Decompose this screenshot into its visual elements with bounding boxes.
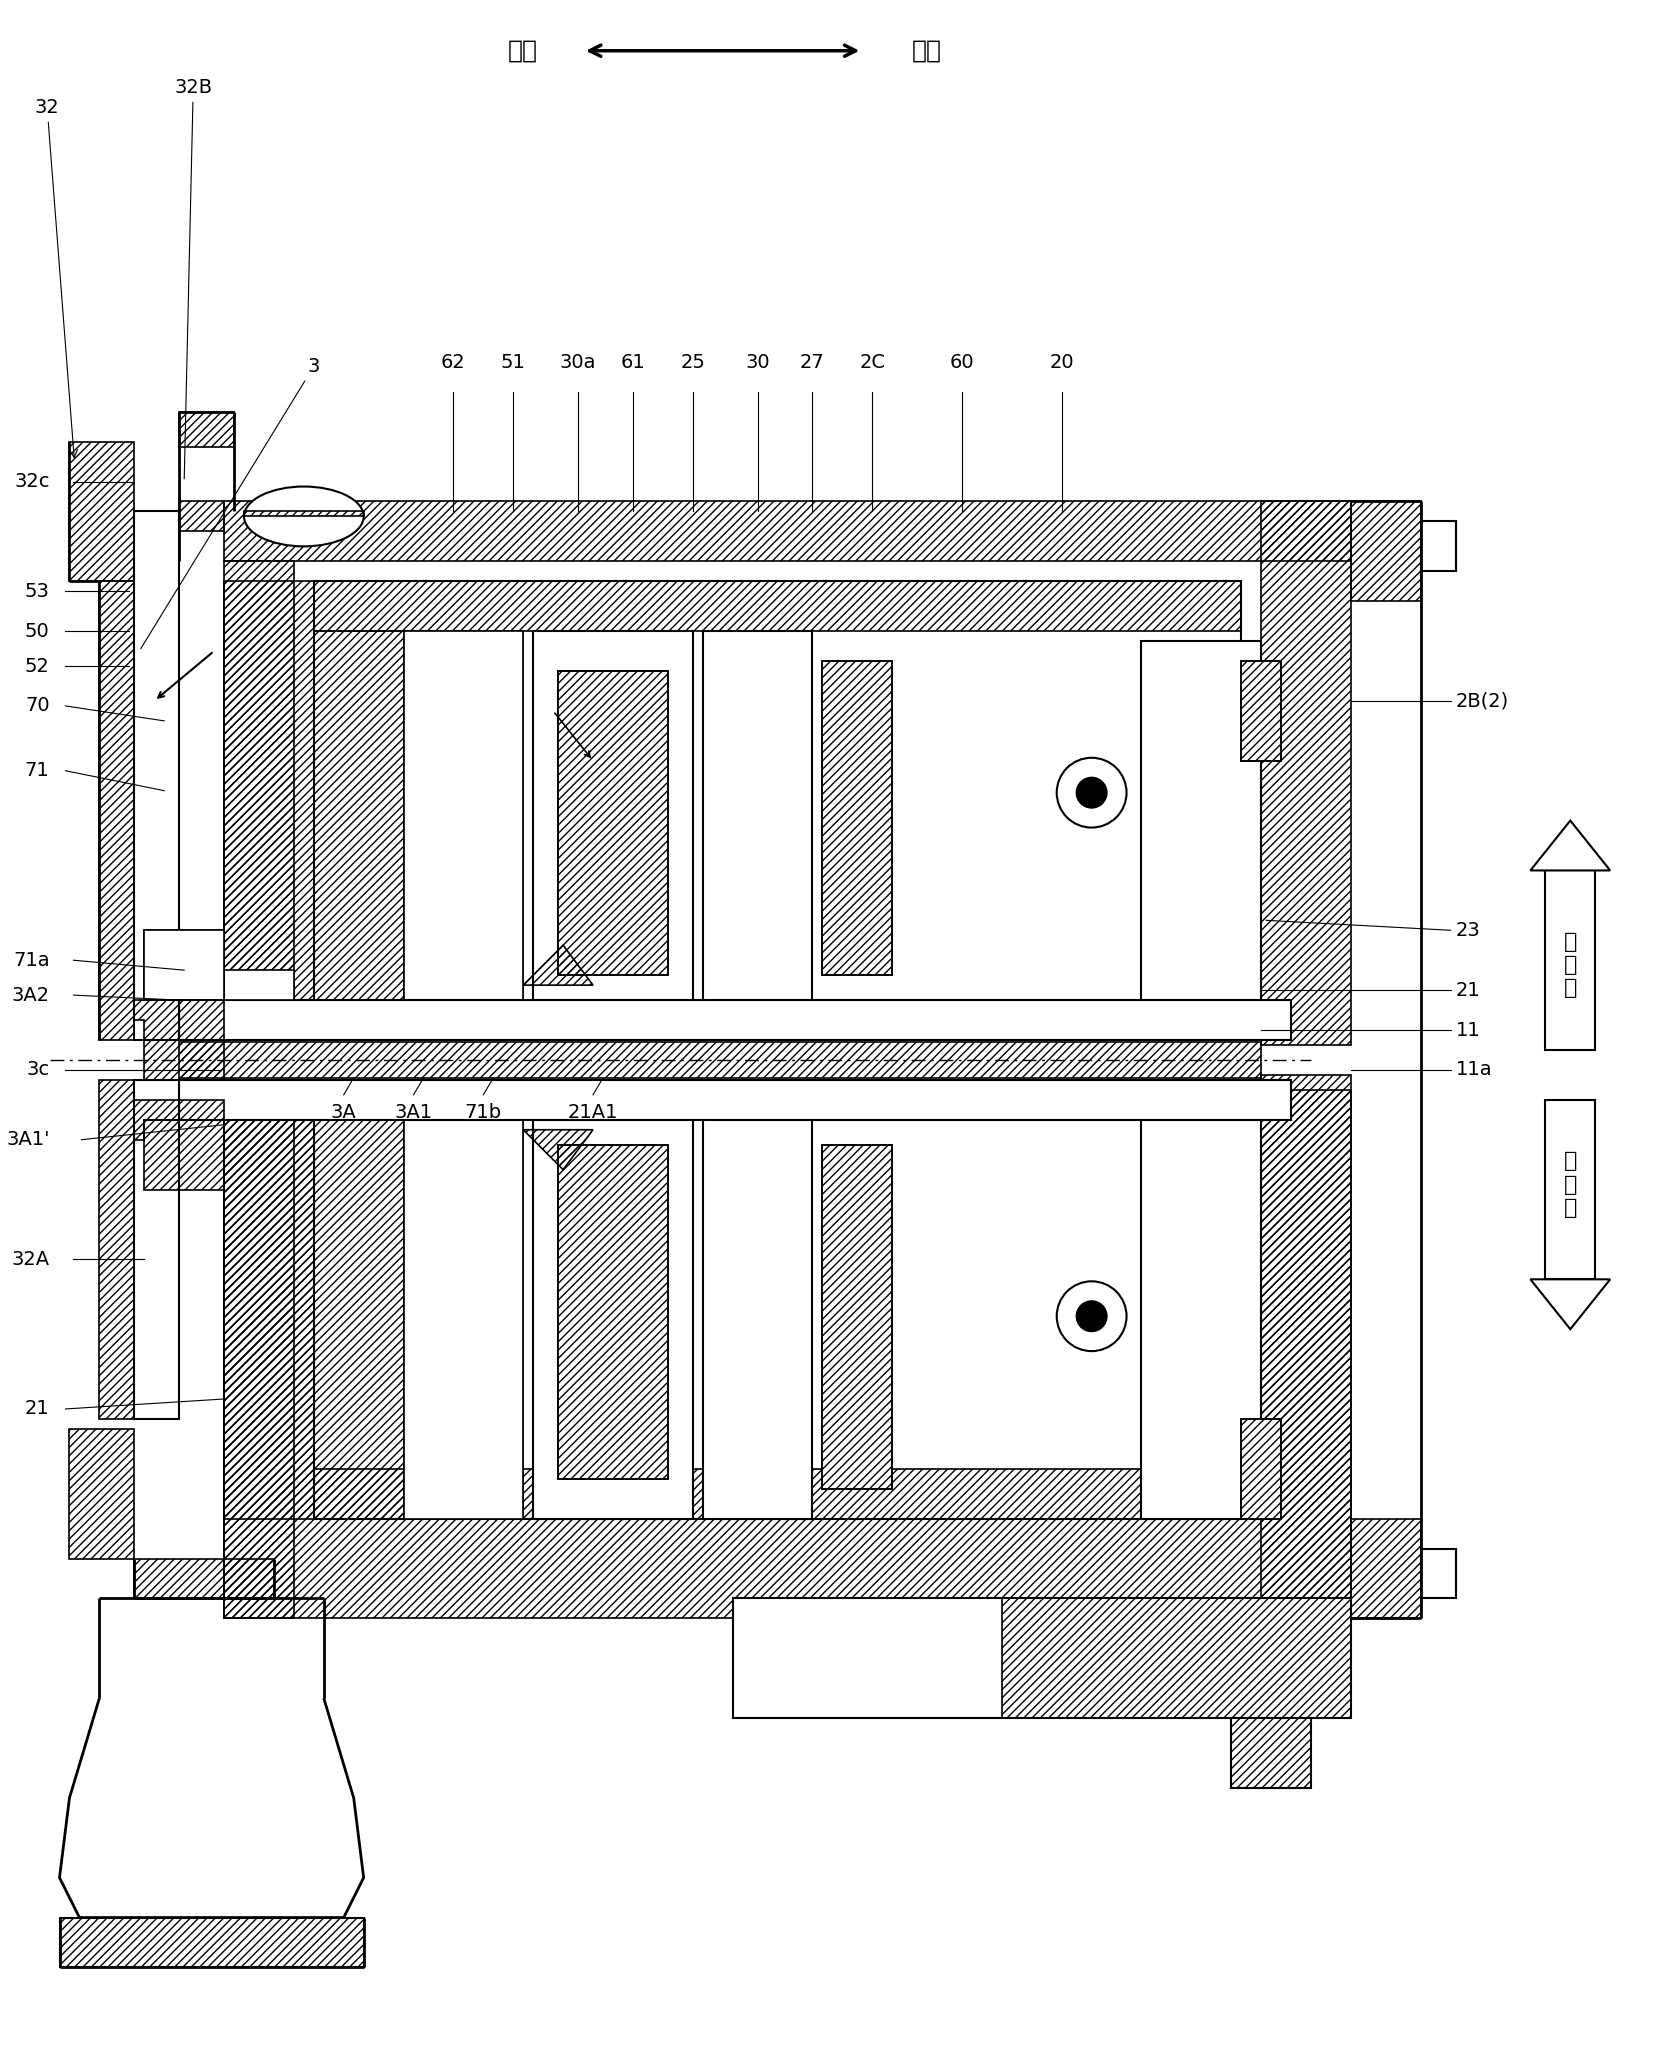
Bar [314,581,1242,1006]
Text: 30a: 30a [560,354,596,372]
Text: 对
策
后: 对 策 后 [1564,931,1577,999]
Text: 3A1: 3A1 [394,1103,433,1121]
Bar [1421,1548,1455,1599]
Bar [1242,660,1280,761]
Text: 50: 50 [25,621,50,641]
Polygon shape [1530,821,1611,871]
Text: 对
策
前: 对 策 前 [1564,1150,1577,1219]
Bar [1421,521,1455,571]
Text: 3A2: 3A2 [12,985,50,1006]
Bar [134,1080,180,1419]
Text: 25: 25 [680,354,705,372]
Bar [403,1115,524,1519]
Bar [144,931,225,999]
Text: 前方: 前方 [508,39,539,62]
Text: 2C: 2C [859,354,886,372]
Text: 32: 32 [35,97,77,457]
Text: 52: 52 [25,656,50,674]
Text: 53: 53 [25,581,50,600]
Circle shape [1077,1301,1106,1330]
Polygon shape [1530,1279,1611,1328]
Text: 3c: 3c [27,1061,50,1080]
Text: 3: 3 [141,356,320,650]
Text: 3A: 3A [331,1103,357,1121]
Text: 32A: 32A [12,1250,50,1268]
Bar [703,631,812,1006]
Text: 后方: 后方 [913,39,941,62]
Bar [180,999,1290,1041]
Bar [314,1115,1242,1519]
Text: 51: 51 [500,354,525,372]
Text: 27: 27 [800,354,826,372]
Bar [822,1144,893,1490]
Bar [225,970,294,999]
Circle shape [1057,1281,1126,1351]
Bar [403,631,524,1006]
Bar [534,1115,693,1519]
Text: 32c: 32c [13,472,50,490]
Text: 21A1: 21A1 [567,1103,618,1121]
Text: 71b: 71b [465,1103,502,1121]
Bar [1141,1115,1262,1519]
Circle shape [1077,778,1106,807]
Bar [559,1144,668,1479]
Bar [180,1080,1290,1119]
Text: 20: 20 [1049,354,1074,372]
Text: 3A1': 3A1' [7,1130,50,1148]
Text: 32B: 32B [175,79,213,478]
Bar [534,631,693,1006]
Text: 2B(2): 2B(2) [1455,691,1509,710]
Text: 60: 60 [950,354,975,372]
Bar [559,670,668,974]
Bar [1545,871,1596,1049]
Text: 21: 21 [1455,981,1480,999]
Bar [1232,1717,1311,1788]
Bar [822,660,893,974]
Ellipse shape [243,486,364,546]
Bar [703,1115,812,1519]
Text: 70: 70 [25,697,50,716]
Circle shape [1057,757,1126,828]
Bar [1242,1419,1280,1519]
Text: 30: 30 [745,354,770,372]
Text: 11a: 11a [1455,1061,1492,1080]
Text: 71a: 71a [13,952,50,970]
Text: 62: 62 [441,354,466,372]
Text: 11: 11 [1455,1020,1480,1039]
Text: 21: 21 [25,1399,50,1419]
Text: 23: 23 [1455,921,1480,939]
Bar [1141,641,1262,1006]
Text: 61: 61 [621,354,646,372]
Bar [134,511,180,1041]
Text: 71: 71 [25,761,50,780]
Bar [1545,1101,1596,1279]
Bar [733,1599,1351,1717]
